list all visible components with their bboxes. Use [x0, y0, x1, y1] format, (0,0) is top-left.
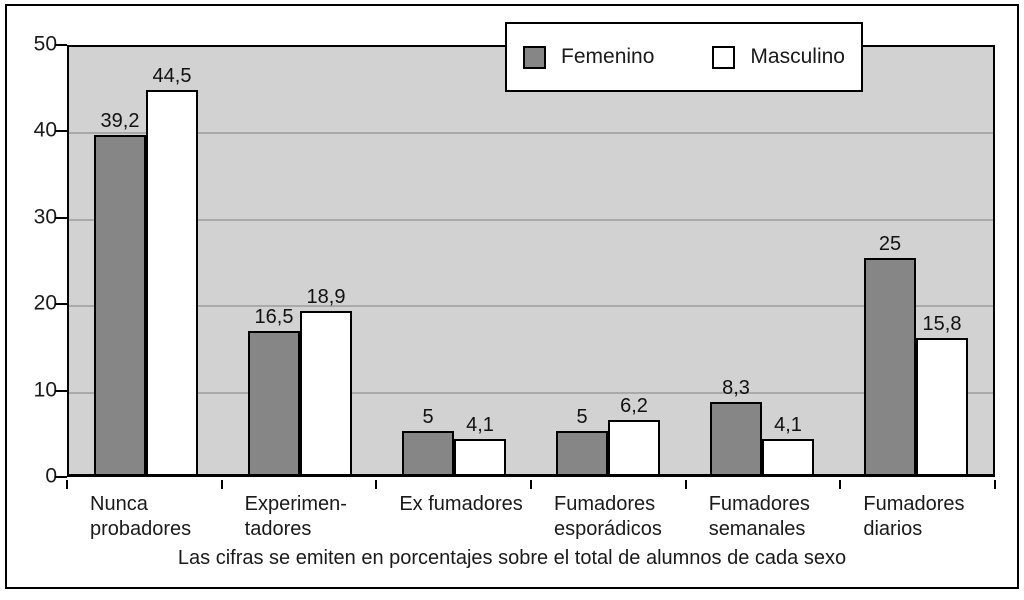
bar-group-5: 25 15,8 [839, 47, 993, 474]
y-axis-tick-mark-30 [55, 216, 67, 219]
legend-label-masculino: Masculino [750, 45, 845, 68]
gridline-10 [69, 391, 993, 394]
bar-value-label: 44,5 [152, 64, 192, 87]
bar-group-2: 5 4,1 [377, 47, 531, 474]
gridline-20 [69, 305, 993, 308]
bar-femenino-4: 8,3 [710, 377, 762, 474]
y-axis-tick-mark-0 [55, 476, 67, 478]
x-axis-tick-mark-4 [684, 480, 687, 489]
y-axis-tick-label-50: 50 [33, 32, 57, 56]
bar-value-label: 4,1 [774, 413, 802, 436]
bar-group-1: 16,5 18,9 [223, 47, 377, 474]
category-label-5: Fumadores diarios [863, 493, 965, 540]
y-axis-tick-label-40: 40 [33, 118, 57, 142]
legend-item-femenino: Femenino [523, 45, 654, 69]
bar-masculino-2: 4,1 [454, 414, 506, 474]
bar-value-label: 4,1 [466, 413, 494, 436]
gridline-30 [69, 218, 993, 221]
bar-femenino-1: 16,5 [248, 306, 300, 474]
bar-masculino-4: 4,1 [762, 414, 814, 474]
y-axis-tick-label-0: 0 [45, 464, 57, 488]
x-axis-tick-mark-5 [839, 480, 842, 489]
bar-value-label: 5 [422, 405, 434, 428]
category-label-0: Nunca probadores [90, 493, 192, 540]
category-label-2: Ex fumadores [399, 493, 523, 515]
gridline-40 [69, 132, 993, 135]
bar-masculino-1: 18,9 [300, 286, 352, 474]
legend-label-femenino: Femenino [561, 45, 655, 68]
bar-value-label: 6,2 [620, 395, 648, 418]
bar-masculino-0: 44,5 [146, 65, 198, 474]
category-label-1: Experimen- tadores [244, 493, 347, 540]
x-axis-tick-mark-6 [994, 480, 996, 489]
category-label-3: Fumadores esporádicos [554, 493, 662, 540]
bar-value-label: 8,3 [722, 377, 750, 400]
y-axis-tick-mark-50 [55, 44, 67, 46]
bar-value-label: 18,9 [306, 285, 346, 308]
chart-caption: Las cifras se emiten en porcentajes sobr… [177, 547, 847, 569]
bar-femenino-0: 39,2 [94, 110, 146, 474]
x-axis-tick-mark-2 [375, 480, 378, 489]
legend-item-masculino: Masculino [712, 45, 845, 69]
legend-swatch-masculino [712, 45, 736, 69]
x-axis-tick-mark-0 [66, 480, 68, 489]
bar-femenino-3: 5 [556, 406, 608, 474]
y-axis-tick-mark-20 [55, 303, 67, 306]
bar-group-3: 5 6,2 [531, 47, 685, 474]
legend: Femenino Masculino [505, 22, 863, 92]
bar-femenino-2: 5 [402, 406, 454, 474]
bar-masculino-3: 6,2 [608, 395, 660, 474]
y-axis-tick-label-30: 30 [33, 205, 57, 229]
legend-swatch-femenino [523, 45, 547, 69]
plot-area: 39,2 44,5 16,5 18,9 5 4,1 5 6,2 8,3 4,1 25 15,8 [67, 45, 995, 477]
category-axis-labels: Nunca probadores Experimen- tadores Ex fum… [67, 492, 995, 542]
bar-groups: 39,2 44,5 16,5 18,9 5 4,1 5 6,2 8,3 4,1 25 15,8 [69, 47, 993, 474]
bar-value-label: 25 [878, 233, 902, 255]
y-axis-tick-mark-40 [55, 130, 67, 133]
bar-value-label: 15,8 [922, 312, 962, 335]
y-axis-tick-mark-10 [55, 389, 67, 392]
bar-femenino-5: 25 [864, 233, 916, 474]
y-axis-tick-label-20: 20 [33, 291, 57, 315]
bar-group-0: 39,2 44,5 [69, 47, 223, 474]
y-axis-tick-label-10: 10 [33, 378, 57, 402]
x-axis-tick-mark-3 [530, 480, 532, 489]
figure-frame: Femenino Masculino 39,2 44,5 16,5 18,9 5 4,1 5 6… [5, 4, 1019, 589]
bar-value-label: 16,5 [254, 306, 294, 329]
bar-group-4: 8,3 4,1 [685, 47, 839, 474]
bar-value-label: 5 [576, 405, 588, 428]
bar-value-label: 39,2 [100, 110, 140, 133]
category-label-4: Fumadores semanales [708, 493, 810, 540]
x-axis-tick-mark-1 [220, 480, 223, 489]
bar-masculino-5: 15,8 [916, 313, 968, 474]
